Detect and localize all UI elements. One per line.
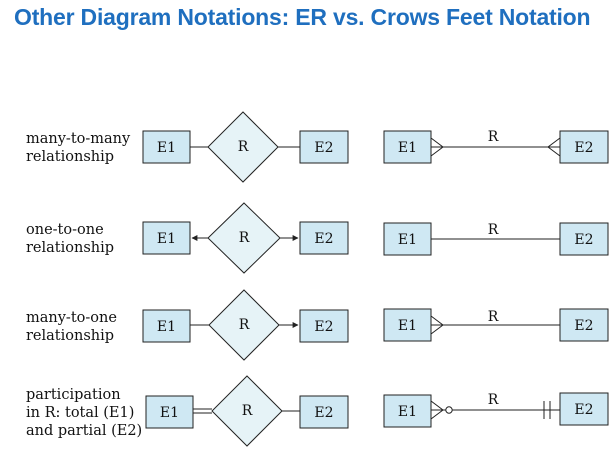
crow-entity-e2-label: E2 — [574, 318, 593, 334]
entity-e1-box — [142, 221, 191, 255]
crow-entity-e2-label: E2 — [574, 140, 593, 156]
entity-e2-label: E2 — [314, 319, 333, 335]
entity-e2-box — [299, 395, 349, 429]
crow-entity-e2-box — [559, 308, 609, 342]
relationship-diamond — [208, 289, 280, 361]
entity-e2-label: E2 — [314, 231, 333, 247]
entity-e1-label: E1 — [160, 405, 179, 421]
crow-relationship-label: R — [488, 392, 499, 408]
crow-entity-e1-label: E1 — [398, 318, 417, 334]
crow-entity-e1-box — [383, 394, 432, 428]
crow-entity-e2-label: E2 — [574, 232, 593, 248]
crow-foot-e1-icon — [430, 400, 444, 420]
entity-e1-box — [142, 130, 191, 164]
crow-row-many-to-many: E1 E2 R — [383, 129, 609, 164]
crow-foot-e1-icon — [430, 137, 444, 157]
entity-e2-box — [299, 130, 349, 164]
row-label-participation: participation in R: total (E1) and parti… — [26, 387, 143, 439]
entity-e1-label: E1 — [157, 140, 176, 156]
crow-entity-e1-label: E1 — [398, 404, 417, 420]
row-label-one-to-one: one-to-one relationship — [26, 222, 115, 256]
crow-entity-e2-label: E2 — [574, 402, 593, 418]
crow-entity-e1-box — [383, 130, 432, 164]
crow-foot-e2-icon — [547, 137, 561, 157]
relationship-label: R — [239, 230, 250, 246]
crow-relationship-label: R — [488, 222, 499, 238]
crow-entity-e1-box — [383, 222, 432, 256]
crow-entity-e1-box — [383, 308, 432, 342]
crow-foot-e1-icon — [430, 315, 444, 335]
relationship-diamond — [207, 111, 279, 183]
crow-zero-circle-icon — [445, 406, 453, 414]
er-row-participation: E1 R E2 — [145, 375, 349, 447]
crow-entity-e2-box — [559, 130, 609, 164]
crow-relationship-label: R — [488, 129, 499, 145]
crow-relationship-label: R — [488, 309, 499, 325]
slide-title: Other Diagram Notations: ER vs. Crows Fe… — [14, 4, 591, 30]
crow-entity-e2-box — [559, 222, 609, 256]
crow-row-many-to-one: E1 E2 R — [383, 308, 609, 342]
crow-entity-e1-label: E1 — [398, 232, 417, 248]
relationship-label: R — [238, 139, 249, 155]
entity-e1-label: E1 — [157, 319, 176, 335]
row-label-many-to-many: many-to-many relationship — [26, 131, 131, 165]
entity-e2-box — [299, 221, 349, 255]
entity-e1-label: E1 — [157, 231, 176, 247]
er-row-many-to-many: E1 R E2 — [142, 111, 349, 183]
relationship-label: R — [239, 317, 250, 333]
er-row-many-to-one: E1 R E2 — [142, 289, 349, 361]
crow-row-one-to-one: E1 E2 R — [383, 222, 609, 256]
crow-entity-e1-label: E1 — [398, 140, 417, 156]
relationship-diamond — [207, 202, 281, 274]
relationship-label: R — [242, 403, 253, 419]
entity-e1-box — [145, 395, 194, 429]
er-row-one-to-one: E1 R E2 — [142, 202, 349, 274]
entity-e2-label: E2 — [314, 405, 333, 421]
entity-e2-box — [299, 309, 349, 343]
entity-e1-box — [142, 309, 191, 343]
crow-entity-e2-box — [559, 392, 609, 426]
entity-e2-label: E2 — [314, 140, 333, 156]
relationship-diamond — [211, 375, 283, 447]
row-label-many-to-one: many-to-one relationship — [26, 310, 117, 344]
crow-row-participation: E1 E2 R — [383, 392, 609, 428]
